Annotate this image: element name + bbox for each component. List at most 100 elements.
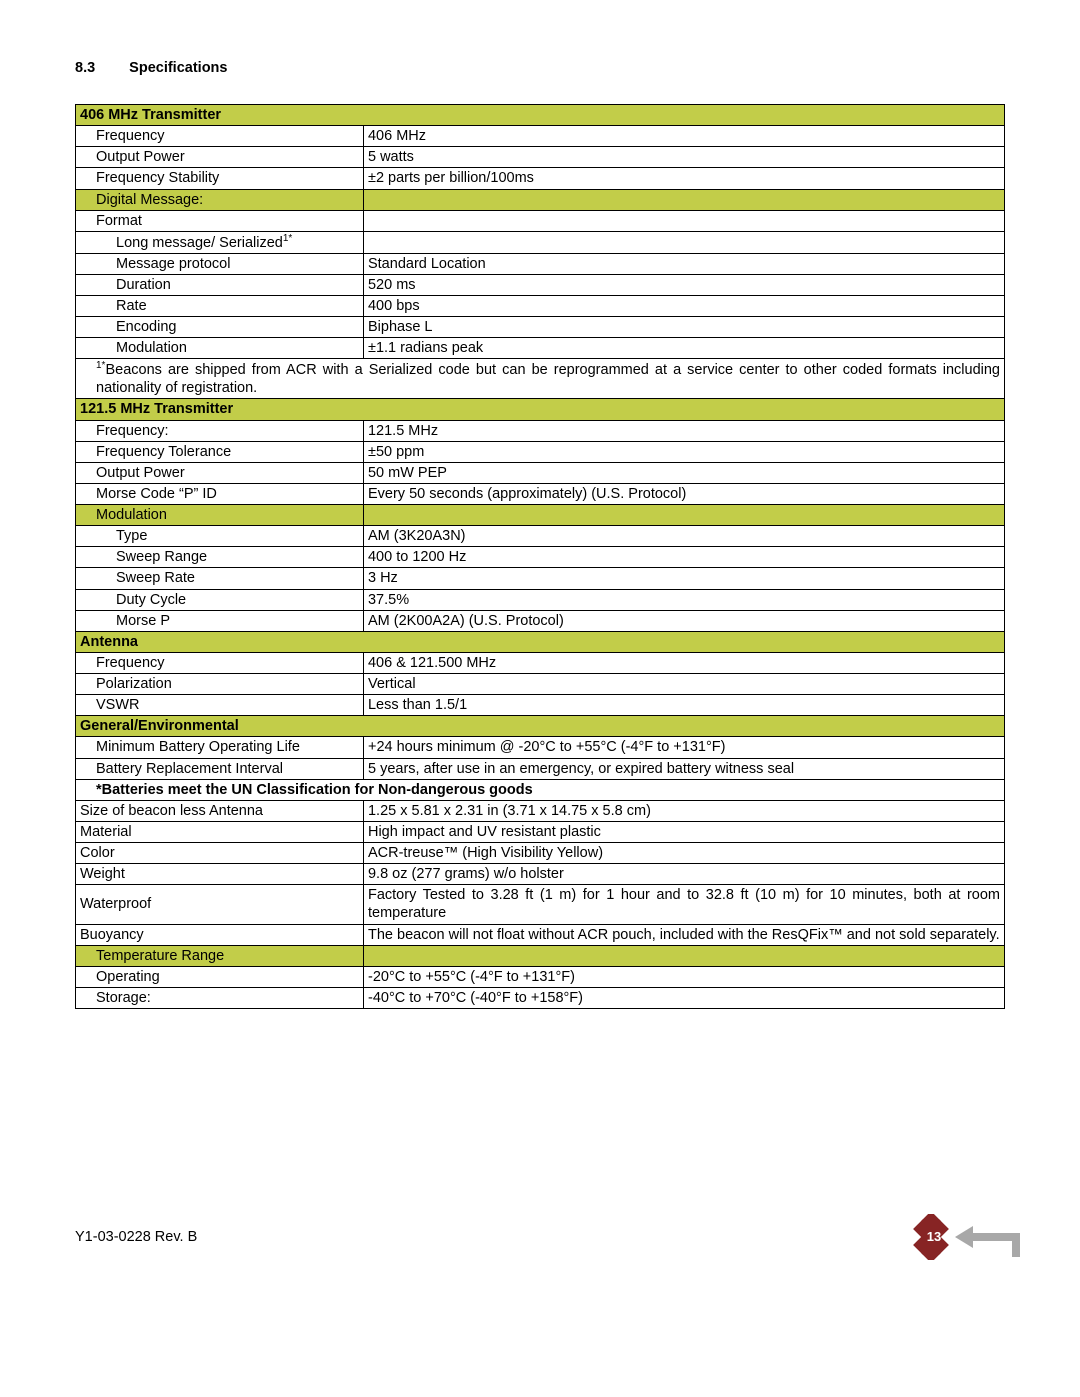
value: 5 watts — [363, 147, 1004, 168]
table-row: Operating-20°C to +55°C (-4°F to +131°F) — [76, 966, 1005, 987]
value: ±50 ppm — [363, 441, 1004, 462]
table-row: VSWRLess than 1.5/1 — [76, 695, 1005, 716]
label: Morse Code “P” ID — [76, 483, 364, 504]
value: AM (3K20A3N) — [363, 526, 1004, 547]
label: Battery Replacement Interval — [76, 758, 364, 779]
label: Frequency Tolerance — [76, 441, 364, 462]
label: Frequency Stability — [76, 168, 364, 189]
arrow-left-icon — [955, 1214, 1025, 1260]
page-badge: 13 — [911, 1214, 1025, 1260]
table-row: Sweep Rate3 Hz — [76, 568, 1005, 589]
table-row: Antenna — [76, 631, 1005, 652]
label: Frequency — [76, 126, 364, 147]
table-row: Output Power50 mW PEP — [76, 462, 1005, 483]
table-row: Message protocolStandard Location — [76, 253, 1005, 274]
label: Operating — [76, 966, 364, 987]
label: Frequency: — [76, 420, 364, 441]
value: Biphase L — [363, 317, 1004, 338]
value: +24 hours minimum @ -20°C to +55°C (-4°F… — [363, 737, 1004, 758]
table-row: PolarizationVertical — [76, 674, 1005, 695]
table-row: Frequency406 MHz — [76, 126, 1005, 147]
value: High impact and UV resistant plastic — [363, 821, 1004, 842]
footnote: 1*Beacons are shipped from ACR with a Se… — [76, 359, 1005, 399]
table-row: Morse Code “P” IDEvery 50 seconds (appro… — [76, 483, 1005, 504]
empty — [363, 945, 1004, 966]
table-row: Duration520 ms — [76, 274, 1005, 295]
table-row: Rate400 bps — [76, 295, 1005, 316]
value: -40°C to +70°C (-40°F to +158°F) — [363, 987, 1004, 1008]
table-row: Sweep Range400 to 1200 Hz — [76, 547, 1005, 568]
value: 400 bps — [363, 295, 1004, 316]
label: Output Power — [76, 462, 364, 483]
value: 5 years, after use in an emergency, or e… — [363, 758, 1004, 779]
table-row: Weight9.8 oz (277 grams) w/o holster — [76, 864, 1005, 885]
label: Frequency — [76, 652, 364, 673]
table-row: *Batteries meet the UN Classification fo… — [76, 779, 1005, 800]
doc-id: Y1-03-0228 Rev. B — [75, 1229, 197, 1245]
table-row: BuoyancyThe beacon will not float withou… — [76, 924, 1005, 945]
table-row: Size of beacon less Antenna1.25 x 5.81 x… — [76, 800, 1005, 821]
value — [363, 210, 1004, 231]
table-row: EncodingBiphase L — [76, 317, 1005, 338]
page-number-icon: 13 — [911, 1214, 957, 1260]
value: ±1.1 radians peak — [363, 338, 1004, 359]
table-row: WaterproofFactory Tested to 3.28 ft (1 m… — [76, 885, 1005, 924]
header-general: General/Environmental — [76, 716, 1005, 737]
section-heading: 8.3 Specifications — [75, 60, 1005, 76]
label: Sweep Rate — [76, 568, 364, 589]
page-number: 13 — [927, 1229, 941, 1244]
value: Less than 1.5/1 — [363, 695, 1004, 716]
value: 406 & 121.500 MHz — [363, 652, 1004, 673]
table-row: Modulation±1.1 radians peak — [76, 338, 1005, 359]
value: Every 50 seconds (approximately) (U.S. P… — [363, 483, 1004, 504]
value: ±2 parts per billion/100ms — [363, 168, 1004, 189]
value: 121.5 MHz — [363, 420, 1004, 441]
page-footer: Y1-03-0228 Rev. B 13 — [75, 1214, 1025, 1260]
table-row: General/Environmental — [76, 716, 1005, 737]
label: Type — [76, 526, 364, 547]
header-modulation: Modulation — [76, 505, 364, 526]
table-row: ColorACR-treuse™ (High Visibility Yellow… — [76, 843, 1005, 864]
table-row: Morse PAM (2K00A2A) (U.S. Protocol) — [76, 610, 1005, 631]
label: Polarization — [76, 674, 364, 695]
label: Encoding — [76, 317, 364, 338]
label: Sweep Range — [76, 547, 364, 568]
label: Color — [76, 843, 364, 864]
table-row: Minimum Battery Operating Life+24 hours … — [76, 737, 1005, 758]
label: Duration — [76, 274, 364, 295]
value: 520 ms — [363, 274, 1004, 295]
label: VSWR — [76, 695, 364, 716]
label: Waterproof — [76, 885, 364, 924]
table-row: Modulation — [76, 505, 1005, 526]
header-antenna: Antenna — [76, 631, 1005, 652]
table-row: Frequency406 & 121.500 MHz — [76, 652, 1005, 673]
value: Factory Tested to 3.28 ft (1 m) for 1 ho… — [363, 885, 1004, 924]
value: -20°C to +55°C (-4°F to +131°F) — [363, 966, 1004, 987]
value: 50 mW PEP — [363, 462, 1004, 483]
section-title: Specifications — [129, 60, 227, 76]
label: Long message/ Serialized1* — [76, 231, 364, 253]
header-121: 121.5 MHz Transmitter — [76, 399, 1005, 420]
empty — [363, 189, 1004, 210]
value: Vertical — [363, 674, 1004, 695]
page: { "section": { "number": "8.3", "title":… — [0, 0, 1080, 1300]
table-row: Frequency Tolerance±50 ppm — [76, 441, 1005, 462]
label: Material — [76, 821, 364, 842]
value — [363, 231, 1004, 253]
value: 9.8 oz (277 grams) w/o holster — [363, 864, 1004, 885]
battery-note: *Batteries meet the UN Classification fo… — [76, 779, 1005, 800]
label: Output Power — [76, 147, 364, 168]
table-row: Output Power5 watts — [76, 147, 1005, 168]
value: 406 MHz — [363, 126, 1004, 147]
table-row: Temperature Range — [76, 945, 1005, 966]
table-row: 406 MHz Transmitter — [76, 105, 1005, 126]
label: Message protocol — [76, 253, 364, 274]
header-temperature: Temperature Range — [76, 945, 364, 966]
label: Buoyancy — [76, 924, 364, 945]
value: 400 to 1200 Hz — [363, 547, 1004, 568]
value: 3 Hz — [363, 568, 1004, 589]
value: Standard Location — [363, 253, 1004, 274]
spec-table: 406 MHz Transmitter Frequency406 MHz Out… — [75, 104, 1005, 1009]
table-row: Frequency:121.5 MHz — [76, 420, 1005, 441]
table-row: 121.5 MHz Transmitter — [76, 399, 1005, 420]
